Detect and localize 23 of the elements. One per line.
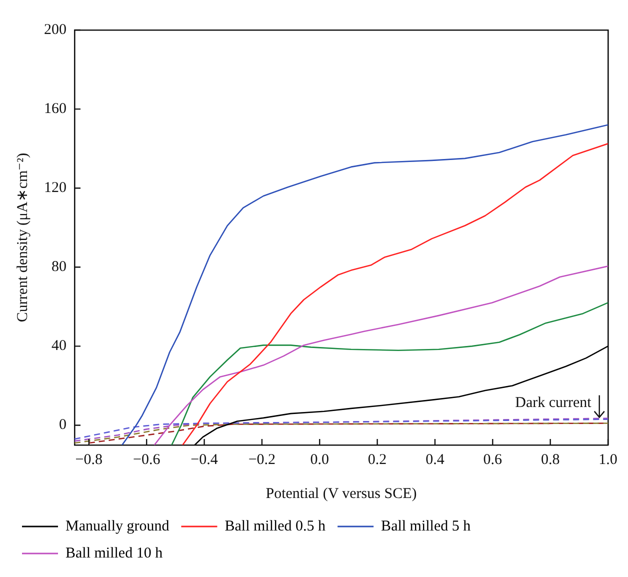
y-tick-label: 120 bbox=[44, 180, 66, 196]
y-tick-label: 80 bbox=[52, 259, 66, 276]
y-axis-title: Current density (μA∗cm⁻²) bbox=[14, 152, 31, 322]
x-axis-title: Potential (V versus SCE) bbox=[266, 486, 417, 502]
y-tick-label: 0 bbox=[59, 417, 66, 434]
y-tick-label: 160 bbox=[44, 100, 66, 117]
x-tick-label: 0.8 bbox=[540, 452, 560, 468]
x-tick-label: −0.2 bbox=[248, 452, 276, 468]
legend-label: Ball milled 0.5 h bbox=[224, 518, 326, 534]
legend-label: Manually ground bbox=[66, 518, 170, 534]
legend-label: Ball milled 10 h bbox=[66, 545, 164, 562]
x-tick-label: −0.8 bbox=[75, 452, 103, 468]
y-tick-label: 40 bbox=[52, 338, 66, 354]
legend-label: Ball milled 5 h bbox=[381, 518, 472, 534]
x-tick-label: −0.6 bbox=[132, 452, 161, 468]
x-tick-label: 0.2 bbox=[368, 452, 387, 468]
x-tick-label: 1.0 bbox=[598, 452, 618, 468]
x-tick-label: 0.6 bbox=[483, 452, 503, 468]
x-tick-label: 0.0 bbox=[310, 452, 329, 468]
x-tick-label: 0.4 bbox=[426, 452, 445, 468]
x-tick-label: −0.4 bbox=[190, 452, 218, 468]
annotation: Dark current bbox=[515, 395, 592, 412]
y-tick-label: 200 bbox=[44, 22, 66, 38]
